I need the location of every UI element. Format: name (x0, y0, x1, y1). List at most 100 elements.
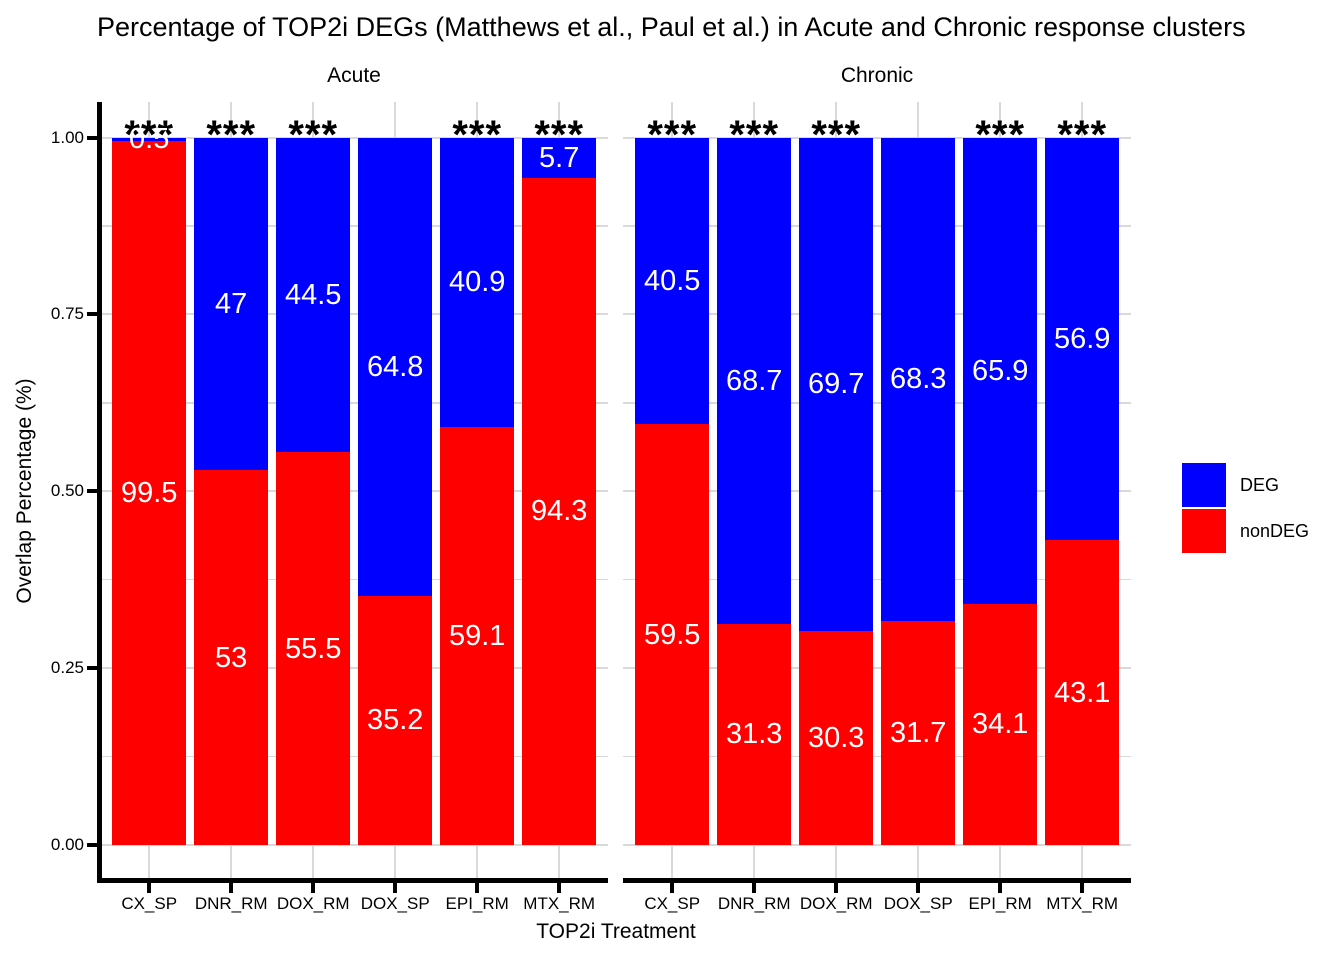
bar-segment-nondeg (276, 452, 351, 845)
bar-value-label-nondeg: 99.5 (120, 477, 178, 510)
bar-segment-deg (1045, 137, 1120, 541)
x-tick-label: MTX_RM (1046, 893, 1119, 913)
gridline-major-y (623, 844, 1131, 846)
x-tick-label: EPI_RM (445, 893, 509, 913)
gridline-major-y (623, 136, 1131, 139)
gridline-minor-y (623, 755, 1131, 758)
bar-segment-deg (440, 137, 515, 427)
x-axis-title: TOP2i Treatment (536, 920, 696, 943)
gridline-minor-y (100, 578, 608, 581)
legend-key-nondeg-swatch (1182, 509, 1226, 553)
x-tick-mark (147, 882, 152, 893)
y-tick-label: 0.75 (50, 304, 84, 324)
significance-stars: *** (1057, 113, 1108, 157)
bar-value-label-nondeg: 59.5 (643, 618, 701, 651)
x-tick-mark (998, 882, 1003, 893)
gridline-minor-y (623, 402, 1131, 404)
bar-value-label-nondeg: 35.2 (366, 704, 424, 737)
legend-key-deg-swatch (1182, 463, 1226, 507)
y-tick-mark (87, 843, 97, 847)
gridline-major-y (100, 490, 608, 493)
significance-stars: *** (452, 113, 503, 157)
legend-item-nondeg: nonDEG (1182, 509, 1309, 553)
bar-segment-nondeg (799, 630, 874, 845)
bar-value-label-nondeg: 31.3 (725, 718, 783, 751)
y-tick-mark (87, 312, 97, 317)
gridline-minor-y (623, 578, 1131, 581)
bar-segment-deg (799, 137, 874, 631)
legend-label-deg: DEG (1240, 474, 1280, 495)
bar-value-label-deg: 40.9 (448, 266, 506, 299)
bar-segment-nondeg (717, 623, 792, 845)
gridline-major-y (100, 136, 608, 139)
y-tick-mark (87, 489, 97, 494)
y-tick-mark (87, 666, 97, 671)
y-tick-label: 0.50 (50, 481, 84, 501)
bar-value-label-nondeg: 34.1 (971, 708, 1029, 741)
bar-value-label-deg: 65.9 (971, 354, 1029, 387)
x-tick-label: CX_SP (121, 893, 178, 913)
bar-value-label-deg: 40.5 (643, 264, 701, 297)
gridline-minor-y (100, 755, 608, 758)
x-tick-mark (393, 882, 398, 893)
significance-stars: *** (534, 113, 585, 157)
bar-segment-deg (522, 137, 597, 178)
gridline-minor-y (100, 225, 608, 227)
gridline-major-y (100, 667, 608, 670)
bar-value-label-deg: 56.9 (1053, 322, 1111, 355)
bar-segment-nondeg (194, 470, 269, 845)
bar-value-label-nondeg: 30.3 (807, 721, 865, 754)
bar-segment-nondeg (1045, 540, 1120, 845)
bar-segment-deg (276, 137, 351, 453)
gridline-major-y (100, 844, 608, 846)
gridline-minor-y (100, 402, 608, 404)
significance-stars: *** (124, 113, 175, 157)
bar-value-label-nondeg: 94.3 (530, 495, 588, 528)
bar-value-label-nondeg: 53 (215, 641, 248, 674)
gridline-major-y (623, 313, 1131, 316)
legend-item-deg: DEG (1182, 463, 1309, 507)
gridline-minor-y (623, 225, 1131, 227)
x-tick-mark (752, 882, 757, 893)
gridline-major-y (623, 490, 1131, 493)
bar-segment-deg (963, 137, 1038, 604)
x-tick-label: MTX_RM (523, 893, 596, 913)
bar-segment-deg (194, 137, 269, 471)
x-tick-mark (834, 882, 839, 893)
bar-value-label-deg: 68.3 (889, 363, 947, 396)
x-tick-label: DOX_RM (276, 893, 350, 913)
x-tick-label: CX_SP (644, 893, 701, 913)
bar-value-label-nondeg: 59.1 (448, 619, 506, 652)
x-tick-mark (1080, 882, 1085, 893)
chart-title: Percentage of TOP2i DEGs (Matthews et al… (97, 12, 1246, 42)
x-tick-label: DOX_SP (883, 893, 953, 913)
facet-strip-chronic: Chronic (840, 64, 914, 87)
y-tick-mark (87, 135, 97, 140)
x-tick-label: DOX_SP (360, 893, 430, 913)
significance-stars: *** (647, 113, 698, 157)
bar-value-label-deg: 69.7 (807, 368, 865, 401)
significance-stars: *** (811, 113, 862, 157)
significance-stars: *** (975, 113, 1026, 157)
bar-value-label-nondeg: 55.5 (284, 632, 342, 665)
bar-segment-nondeg (112, 141, 187, 845)
x-tick-mark (916, 882, 921, 893)
bar-segment-deg (881, 137, 956, 621)
x-tick-mark (311, 882, 316, 893)
bar-value-label-deg: 64.8 (366, 350, 424, 383)
y-axis-line (97, 102, 102, 881)
bar-value-label-deg: 68.7 (725, 364, 783, 397)
x-axis-line (623, 878, 1131, 883)
y-tick-label: 0.00 (50, 835, 84, 854)
bar-segment-nondeg (358, 595, 433, 845)
bar-value-label-deg: 0.5 (129, 123, 170, 156)
bar-value-label-nondeg: 31.7 (889, 716, 947, 749)
bar-segment-nondeg (881, 620, 956, 845)
x-tick-mark (229, 882, 234, 893)
significance-stars: *** (206, 113, 257, 157)
bar-segment-deg (358, 137, 433, 596)
bar-value-label-deg: 44.5 (284, 278, 342, 311)
bar-segment-deg (112, 137, 187, 142)
